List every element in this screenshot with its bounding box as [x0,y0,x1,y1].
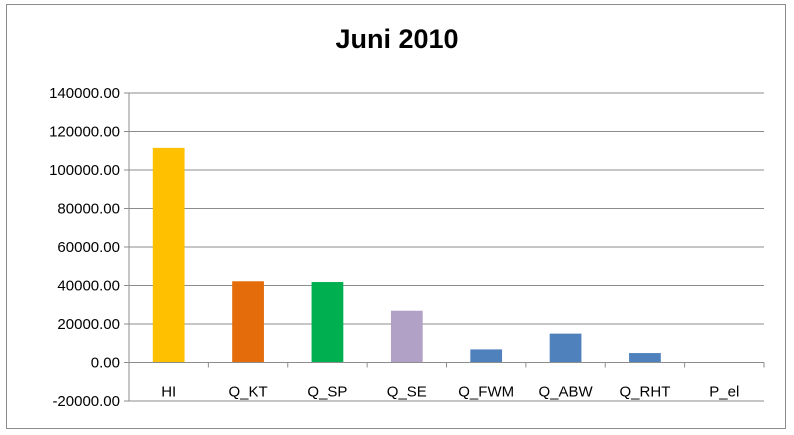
y-tick-label: 40000.00 [57,278,120,295]
x-category-label: Q_FWM [458,384,514,401]
bar-q-rht [629,353,661,363]
bar-q-sp [311,282,344,363]
y-tick-label: 100000.00 [49,162,120,179]
bar-q-fwm [470,349,503,363]
y-tick-label: 60000.00 [57,239,120,256]
y-tick-label: 80000.00 [57,201,120,218]
bar-hi [152,147,185,363]
bar-q-abw [549,333,582,363]
y-tick-label: 0.00 [91,355,120,372]
bar-q-kt [232,281,264,363]
y-tick-label: 20000.00 [57,316,120,333]
y-tick-label: 120000.00 [49,124,120,141]
x-category-label: Q_SP [307,384,347,401]
x-category-label: Q_SE [387,384,427,401]
x-category-label: P_el [709,384,739,401]
bar-q-se [390,310,423,363]
x-category-label: HI [161,384,176,401]
chart-title: Juni 2010 [335,24,459,54]
y-tick-label: 140000.00 [49,85,120,102]
x-category-label: Q_ABW [538,384,593,401]
x-category-label: Q_RHT [620,384,671,401]
x-category-label: Q_KT [228,384,267,401]
y-tick-label: -20000.00 [52,393,120,410]
